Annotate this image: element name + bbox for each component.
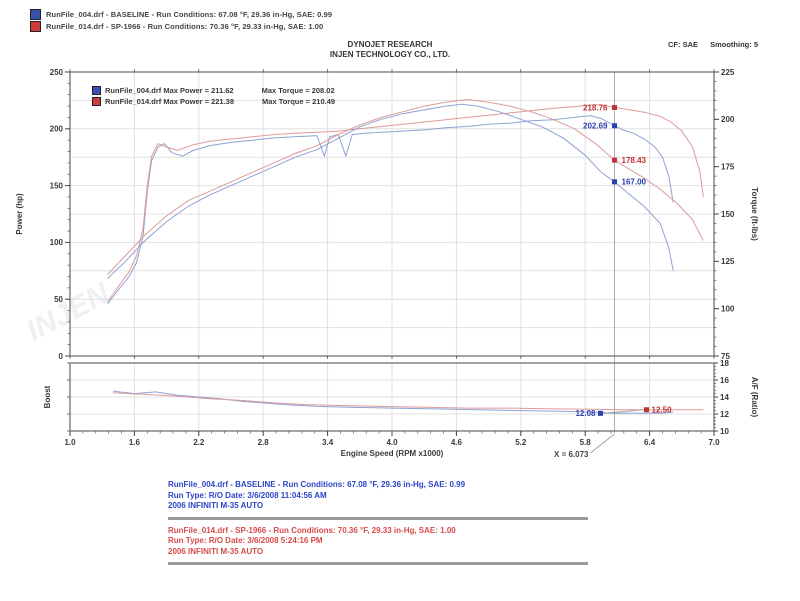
x-tick-label: 2.8 [258,438,270,447]
x-tick-label: 5.2 [515,438,527,447]
sp1966-legend-swatch [92,97,101,106]
correction-factor-label: CF: SAE [667,40,698,49]
power-tick-label: 200 [50,125,64,134]
dyno-chart: Power - RunFile_004.drf (BASELINE)Power … [15,68,759,459]
sp1966-conditions-text: RunFile_014.drf - SP-1966 - Run Conditio… [46,21,324,31]
baseline-conditions-text: RunFile_004.drf - BASELINE - Run Conditi… [46,9,333,19]
run-conditions-legend: RunFile_004.drf - BASELINE - Run Conditi… [30,8,332,32]
torque-tick-label: 75 [721,352,730,361]
company-title: INJEN TECHNOLOGY CO., LTD. [329,50,451,59]
plot-legend-row-sp1966: RunFile_014.drf Max Power = 221.38 Max T… [92,96,335,107]
boost-axis-title: Boost [43,385,52,408]
plot-legend-row-baseline: RunFile_004.drf Max Power = 211.62 Max T… [92,85,335,96]
torque-tick-label: 100 [721,304,735,313]
x-tick-label: 6.4 [644,438,656,447]
x-axis-title: Engine Speed (RPM x1000) [341,449,444,458]
run-legend-row: RunFile_004.drf - BASELINE - Run Conditi… [30,8,332,20]
baseline-legend-swatch [92,86,101,95]
afr-connector-line [603,409,644,414]
afr-tick-label: 10 [720,427,729,436]
afr-value-label: 12.08 [575,409,596,418]
x-tick-label: 3.4 [322,438,334,447]
sp1966-color-swatch [30,20,41,32]
sp1966-details-block: RunFile_014.drf - SP-1966 - Run Conditio… [168,526,588,558]
torque-tick-label: 225 [721,68,735,77]
x-tick-label: 1.6 [129,438,141,447]
x-tick-label: 4.0 [386,438,398,447]
torque-sp1966-curve: Torque - RunFile_014.drf (SP-1966) [107,98,704,275]
power-sp1966-curve: Power - RunFile_014.drf (SP-1966) [107,103,704,302]
x-tick-label: 7.0 [708,438,720,447]
cursor-pointer-line [590,433,615,454]
torque-axis-title: Torque (ft-lbs) [750,187,759,241]
afr-tick-label: 18 [720,359,729,368]
torque-tick-label: 150 [721,210,735,219]
torque-tick-label: 175 [721,162,735,171]
afr-cursor-marker [598,410,604,416]
sp1966-max-power-label: RunFile_014.drf Max Power = 221.38 [105,97,235,106]
cursor-marker [612,104,618,110]
afr-sp1966-curve: A/F Ratio - RunFile_014.drf (SP-1966) [112,392,704,411]
baseline-color-swatch [30,8,41,20]
sp1966-details-line: Run Type: R/O Date: 3/6/2008 5:24:16 PM [168,536,323,545]
cursor-marker [612,179,618,185]
power-tick-label: 100 [50,238,64,247]
cursor-value-label: 202.69 [583,122,608,131]
baseline-max-torque-label: Max Torque = 208.02 [261,86,335,95]
power-tick-label: 50 [54,295,63,304]
power-axis-title: Power (hp) [15,193,24,235]
cursor-value-label: 218.76 [583,103,608,112]
smoothing-label: Smoothing: 5 [710,40,758,49]
torque-tick-label: 200 [721,115,735,124]
afr-tick-label: 14 [720,393,729,402]
baseline-details-block: RunFile_004.drf - BASELINE - Run Conditi… [168,480,588,512]
baseline-details-line: RunFile_004.drf - BASELINE - Run Conditi… [168,480,466,489]
x-tick-label: 1.0 [64,438,76,447]
afr-tick-label: 16 [720,376,729,385]
cursor-value-label: 167.00 [622,178,647,187]
run-details: RunFile_004.drf - BASELINE - Run Conditi… [168,480,588,571]
afr-value-label: 12.50 [652,406,673,415]
afr-tick-label: 12 [720,410,729,419]
x-tick-label: 5.8 [580,438,592,447]
sp1966-max-torque-label: Max Torque = 210.49 [262,97,336,106]
x-tick-label: 2.2 [193,438,205,447]
power-tick-label: 0 [59,352,64,361]
x-tick-label: 4.6 [451,438,463,447]
cursor-annotation: X = 6.073 [554,450,589,459]
sp1966-details-line: RunFile_014.drf - SP-1966 - Run Conditio… [168,525,456,535]
cursor-marker [612,157,618,163]
cursor-marker [612,123,618,129]
footer-divider [168,516,588,520]
power-baseline-curve: Power - RunFile_004.drf (BASELINE) [107,115,674,305]
correction-info: CF: SAE Smoothing: 5 [668,40,758,49]
sp1966-details-line: 2006 INFINITI M-35 AUTO [168,546,264,556]
footer-divider [168,562,588,565]
afr-axis-title: A/F (Ratio) [750,377,759,418]
power-tick-label: 250 [50,68,64,77]
cursor-value-label: 178.43 [622,156,647,165]
sheet-titles: DYNOJET RESEARCH INJEN TECHNOLOGY CO., L… [0,40,780,60]
dynojet-title: DYNOJET RESEARCH [347,40,433,49]
afr-cursor-marker [644,407,650,413]
baseline-details-line: 2006 INFINITI M-35 AUTO [168,501,264,510]
baseline-max-power-label: RunFile_004.drf Max Power = 211.62 [105,86,234,95]
run-legend-row: RunFile_014.drf - SP-1966 - Run Conditio… [30,20,332,32]
baseline-details-line: Run Type: R/O Date: 3/6/2008 11:04:56 AM [168,490,327,500]
plot-legend: RunFile_004.drf Max Power = 211.62 Max T… [92,85,335,107]
power-tick-label: 150 [50,181,64,190]
torque-tick-label: 125 [721,257,735,266]
